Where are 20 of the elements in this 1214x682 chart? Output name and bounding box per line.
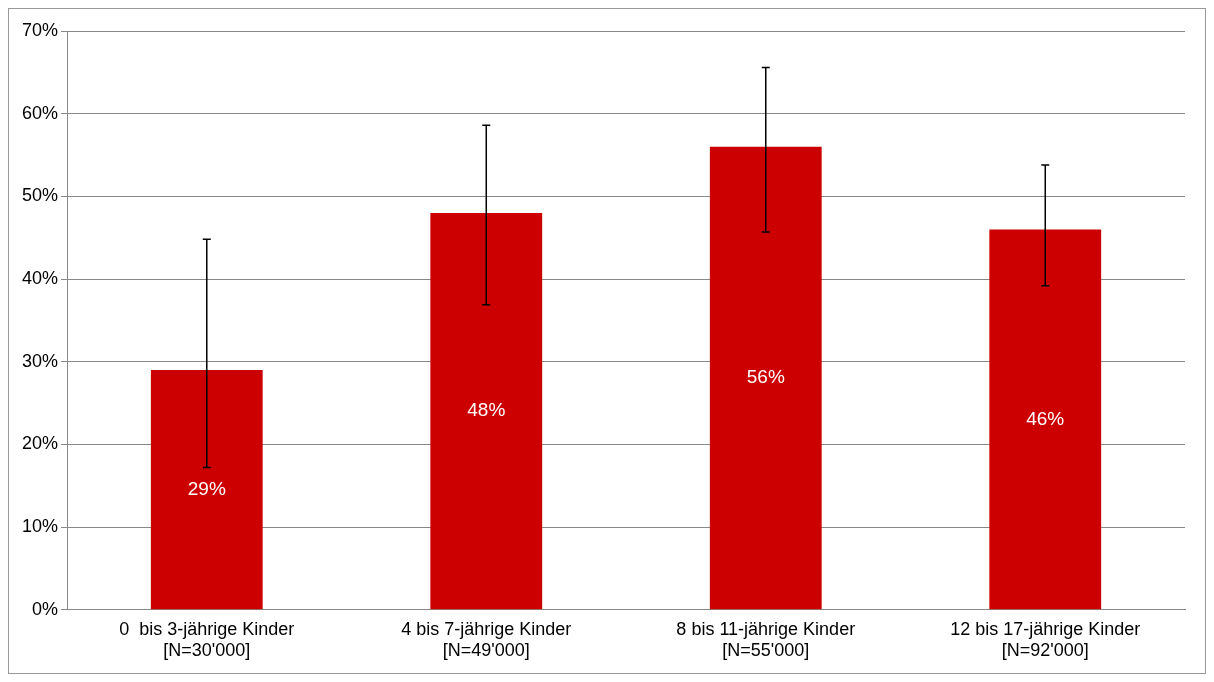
y-tick-label: 60% [22, 102, 59, 123]
bar [430, 212, 543, 610]
bar [150, 370, 263, 610]
data-label: 29% [187, 477, 226, 499]
y-tick-label: 50% [22, 185, 59, 206]
y-tick-label: 0% [32, 598, 59, 619]
bar [709, 146, 822, 610]
x-tick-label: 12 bis 17-jährige Kinder [N=92'000] [950, 618, 1141, 661]
bar [989, 229, 1102, 610]
data-label: 56% [746, 366, 785, 388]
y-tick-label: 70% [22, 19, 59, 40]
y-tick-label: 10% [22, 516, 59, 537]
x-tick-label: 4 bis 7-jährige Kinder [N=49'000] [401, 618, 572, 661]
data-label: 48% [467, 399, 506, 421]
data-label: 46% [1026, 407, 1065, 429]
y-tick-label: 40% [22, 268, 59, 289]
y-tick-label: 30% [22, 350, 59, 371]
x-tick-label: 8 bis 11-jährige Kinder [N=55'000] [676, 618, 856, 661]
y-tick-label: 20% [22, 433, 59, 454]
x-tick-label: 0 bis 3-jährige Kinder [N=30'000] [119, 618, 295, 661]
